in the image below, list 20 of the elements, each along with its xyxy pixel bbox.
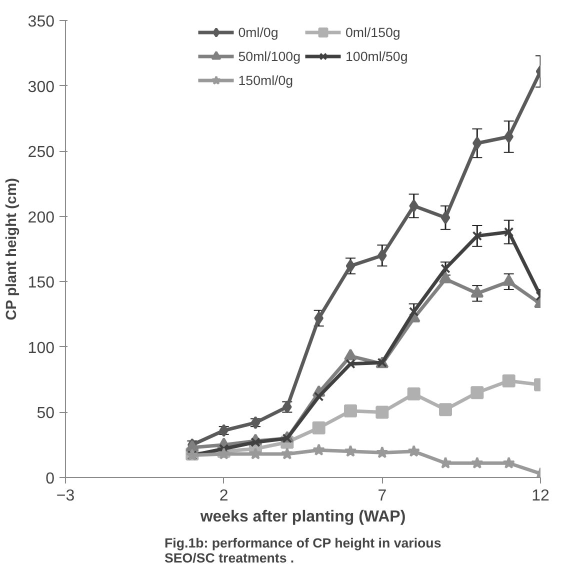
- x-tick-label: −3: [56, 488, 75, 504]
- caption: Fig.1b: performance of CP height in various SEO/SC treatments .: [164, 536, 442, 566]
- x-axis-title: weeks after planting (WAP): [199, 508, 406, 526]
- y-axis-title: CP plant height (cm): [4, 178, 20, 320]
- legend-label: 0ml/0g: [238, 24, 278, 40]
- legend-label: 50ml/100g: [238, 48, 300, 64]
- y-tick-label: 100: [28, 340, 55, 357]
- y-tick-label: 200: [28, 209, 55, 226]
- legend-label: 150ml/0g: [238, 72, 294, 88]
- y-tick-label: 350: [28, 14, 55, 30]
- x-tick-label: 12: [532, 488, 550, 504]
- x-tick-label: 7: [378, 488, 387, 504]
- y-tick-label: 0: [46, 470, 55, 488]
- y-tick-label: 300: [28, 78, 55, 96]
- y-tick-label: 250: [28, 144, 55, 162]
- y-tick-label: 150: [28, 274, 55, 292]
- legend-label: 0ml/150g: [346, 24, 400, 40]
- y-tick-label: 50: [36, 405, 55, 422]
- legend-label: 100ml/50g: [346, 48, 408, 64]
- x-tick-label: 2: [219, 488, 228, 504]
